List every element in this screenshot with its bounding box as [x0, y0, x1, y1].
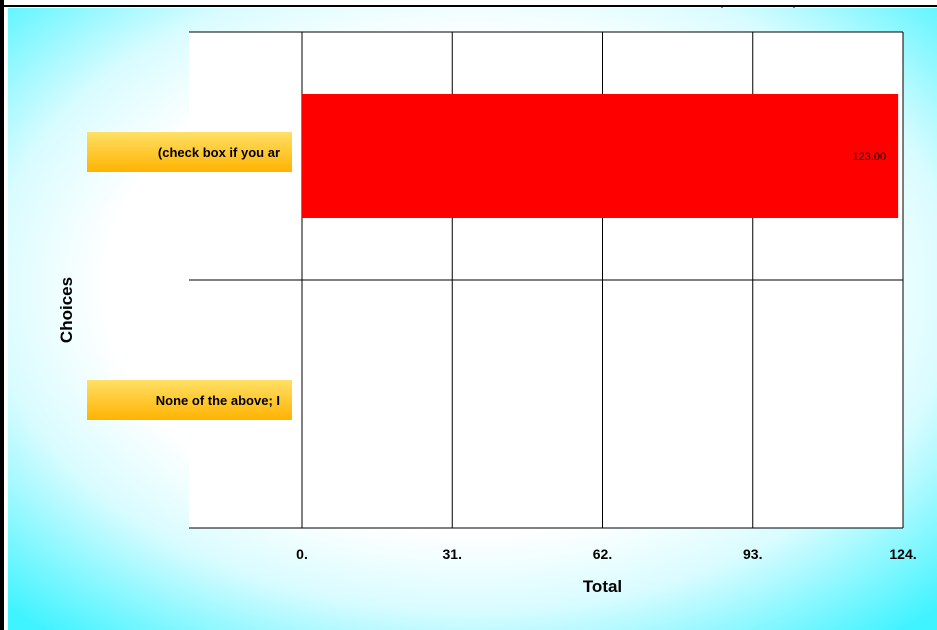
- category-label-box: [87, 380, 292, 420]
- x-tick-label: 0.: [296, 546, 308, 562]
- x-tick-labels: 0. 31. 62. 93. 124.: [296, 546, 916, 562]
- category-label: None of the above; I: [156, 393, 280, 408]
- bar-chart: 123.00 0. 31. 62. 93. 124. (check box if you…: [8, 8, 937, 630]
- category-labels: (check box if you ar None of the above; I: [87, 132, 292, 420]
- category-label-box: [87, 132, 292, 172]
- x-tick-label: 93.: [743, 546, 762, 562]
- category-label: (check box if you ar: [158, 145, 280, 160]
- y-axis-title: Choices: [57, 277, 76, 343]
- x-tick-label: 124.: [889, 546, 916, 562]
- top-strip-lines: [4, 5, 937, 8]
- x-axis-title: Total: [583, 577, 622, 596]
- x-tick-label: 62.: [593, 546, 612, 562]
- bars: 123.00: [302, 94, 899, 218]
- x-tick-label: 31.: [443, 546, 462, 562]
- data-label: 123.00: [852, 151, 886, 163]
- bar: [302, 94, 899, 218]
- top-strip: [4, 0, 937, 8]
